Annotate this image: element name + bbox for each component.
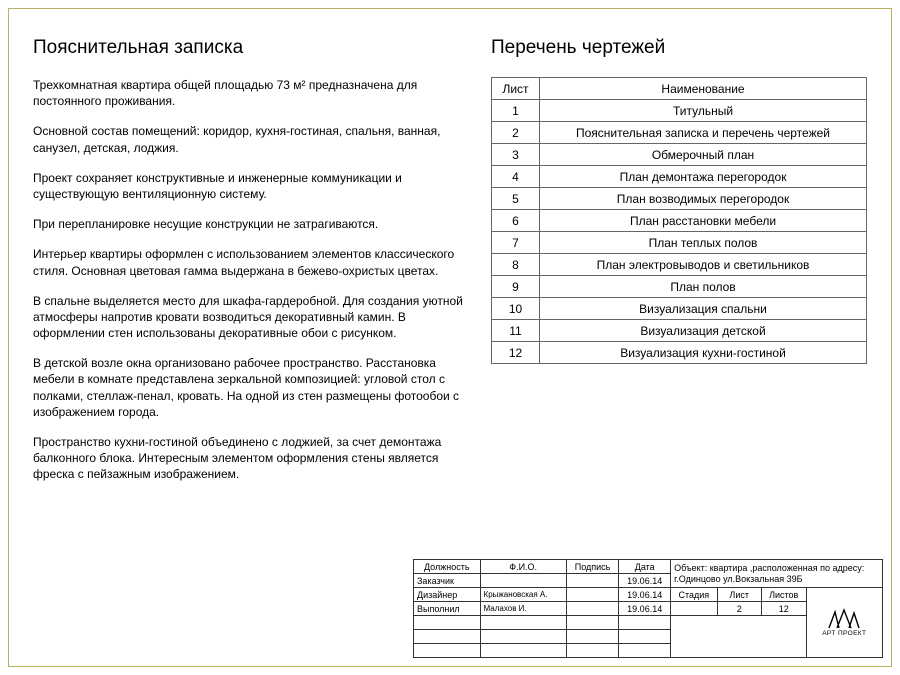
note-paragraph: Трехкомнатная квартира общей площадью 73… xyxy=(33,77,463,109)
title-block: Должность Ф.И.О. Подпись Дата Объект: кв… xyxy=(413,559,883,658)
tb-empty xyxy=(414,644,481,658)
tb-sign-header: Подпись xyxy=(566,560,619,574)
tb-object: Объект: квартира ,расположенная по адрес… xyxy=(671,560,883,588)
sheet-name: План демонтажа перегородок xyxy=(540,166,867,188)
sheet-name: Обмерочный план xyxy=(540,144,867,166)
tb-empty-block xyxy=(671,616,806,658)
table-row: 12Визуализация кухни-гостиной xyxy=(492,342,867,364)
table-row: 2Пояснительная записка и перечень чертеж… xyxy=(492,122,867,144)
tb-sign xyxy=(566,602,619,616)
sheet-number: 11 xyxy=(492,320,540,342)
table-row: 7План теплых полов xyxy=(492,232,867,254)
sheet-number: 9 xyxy=(492,276,540,298)
tb-stage xyxy=(671,602,717,616)
drawings-list: Перечень чертежей Лист Наименование 1Тит… xyxy=(491,37,867,497)
tb-role-header: Должность xyxy=(414,560,481,574)
tb-empty xyxy=(566,644,619,658)
tb-role: Выполнил xyxy=(414,602,481,616)
sheet-name: План полов xyxy=(540,276,867,298)
sheet-number: 6 xyxy=(492,210,540,232)
table-row: 1Титульный xyxy=(492,100,867,122)
tb-empty xyxy=(566,630,619,644)
tb-role: Дизайнер xyxy=(414,588,481,602)
tb-name: Малахов И. xyxy=(480,602,566,616)
tb-name-header: Ф.И.О. xyxy=(480,560,566,574)
table-row: 5План возводимых перегородок xyxy=(492,188,867,210)
sheet-name: План возводимых перегородок xyxy=(540,188,867,210)
drawings-title: Перечень чертежей xyxy=(491,37,867,59)
tb-empty xyxy=(619,644,671,658)
tb-logo-cell: АРТ ПРОЕКТ xyxy=(806,588,882,658)
tb-sign xyxy=(566,588,619,602)
sheet-number: 8 xyxy=(492,254,540,276)
tb-sheets-label: Листов xyxy=(761,588,806,602)
tb-empty xyxy=(480,616,566,630)
tb-date: 19.06.14 xyxy=(619,602,671,616)
note-paragraph: Основной состав помещений: коридор, кухн… xyxy=(33,123,463,155)
sheet-name: Пояснительная записка и перечень чертеже… xyxy=(540,122,867,144)
sheet-name: План расстановки мебели xyxy=(540,210,867,232)
explanatory-note: Пояснительная записка Трехкомнатная квар… xyxy=(33,37,463,497)
note-title: Пояснительная записка xyxy=(33,37,463,59)
table-header-row: Лист Наименование xyxy=(492,78,867,100)
sheet-name: Визуализация кухни-гостиной xyxy=(540,342,867,364)
col-sheet: Лист xyxy=(492,78,540,100)
logo-text: АРТ ПРОЕКТ xyxy=(810,630,879,637)
sheet-number: 3 xyxy=(492,144,540,166)
table-row: 8План электровыводов и светильников xyxy=(492,254,867,276)
table-row: 11Визуализация детской xyxy=(492,320,867,342)
tb-empty xyxy=(414,616,481,630)
sheet-name: Визуализация детской xyxy=(540,320,867,342)
tb-sheets: 12 xyxy=(761,602,806,616)
tb-date: 19.06.14 xyxy=(619,574,671,588)
tb-stage-label: Стадия xyxy=(671,588,717,602)
table-row: 6План расстановки мебели xyxy=(492,210,867,232)
tb-name xyxy=(480,574,566,588)
tb-sheet-label: Лист xyxy=(717,588,761,602)
note-paragraph: Интерьер квартиры оформлен с использован… xyxy=(33,246,463,278)
tb-date-header: Дата xyxy=(619,560,671,574)
note-paragraph: Проект сохраняет конструктивные и инжене… xyxy=(33,170,463,202)
tb-sheet: 2 xyxy=(717,602,761,616)
tb-date: 19.06.14 xyxy=(619,588,671,602)
table-row: 4План демонтажа перегородок xyxy=(492,166,867,188)
sheet-name: План теплых полов xyxy=(540,232,867,254)
note-paragraph: В спальне выделяется место для шкафа-гар… xyxy=(33,293,463,342)
table-row: 3Обмерочный план xyxy=(492,144,867,166)
tb-empty xyxy=(480,644,566,658)
tb-empty xyxy=(414,630,481,644)
sheet-number: 2 xyxy=(492,122,540,144)
sheet-number: 12 xyxy=(492,342,540,364)
tb-empty xyxy=(619,616,671,630)
content-area: Пояснительная записка Трехкомнатная квар… xyxy=(9,9,891,497)
drawing-frame: Пояснительная записка Трехкомнатная квар… xyxy=(8,8,892,667)
sheet-number: 1 xyxy=(492,100,540,122)
tb-role: Заказчик xyxy=(414,574,481,588)
sheet-name: Визуализация спальни xyxy=(540,298,867,320)
drawings-table: Лист Наименование 1Титульный2Пояснительн… xyxy=(491,77,867,364)
tb-empty xyxy=(480,630,566,644)
table-row: 9План полов xyxy=(492,276,867,298)
tb-sign xyxy=(566,574,619,588)
tb-empty xyxy=(619,630,671,644)
sheet-name: Титульный xyxy=(540,100,867,122)
table-row: 10Визуализация спальни xyxy=(492,298,867,320)
logo-icon xyxy=(827,608,861,630)
sheet-number: 5 xyxy=(492,188,540,210)
sheet-number: 10 xyxy=(492,298,540,320)
sheet-number: 7 xyxy=(492,232,540,254)
note-paragraph: При перепланировке несущие конструкции н… xyxy=(33,216,463,232)
sheet-name: План электровыводов и светильников xyxy=(540,254,867,276)
col-name: Наименование xyxy=(540,78,867,100)
tb-name: Крыжановская А. xyxy=(480,588,566,602)
note-paragraph: Пространство кухни-гостиной объединено с… xyxy=(33,434,463,483)
tb-empty xyxy=(566,616,619,630)
sheet-number: 4 xyxy=(492,166,540,188)
note-paragraph: В детской возле окна организовано рабоче… xyxy=(33,355,463,420)
